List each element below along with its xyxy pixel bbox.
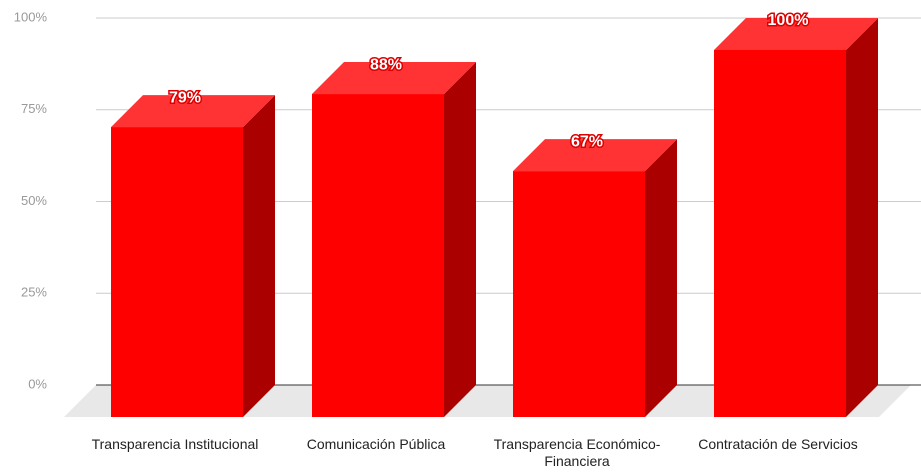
bar (513, 171, 645, 417)
bar-top (312, 62, 476, 95)
y-tick-label: 0% (28, 376, 47, 391)
y-tick-label: 75% (21, 101, 47, 116)
bar (312, 94, 444, 417)
y-tick-label: 25% (21, 285, 47, 300)
floor (64, 385, 911, 417)
value-label: 79% (169, 89, 201, 106)
value-label: 100% (768, 12, 809, 29)
y-tick-label: 50% (21, 193, 47, 208)
bar-top (513, 139, 677, 172)
x-tick-label: Contratación de Servicios (698, 436, 858, 452)
bar (111, 127, 243, 417)
bar-top (111, 95, 275, 128)
bar-side (645, 139, 677, 418)
bar-top (714, 18, 878, 50)
bar-side (846, 18, 878, 417)
bar (714, 50, 846, 417)
x-tick-label: Transparencia Institucional (91, 436, 259, 452)
value-label: 88% (370, 56, 402, 73)
value-label: 67% (571, 133, 603, 150)
x-tick-label: Comunicación Pública (306, 436, 446, 452)
bar-side (444, 62, 476, 417)
y-tick-label: 100% (14, 9, 48, 24)
bar-side (243, 95, 275, 417)
x-tick-label: Transparencia Económico-Financiera (493, 436, 661, 469)
